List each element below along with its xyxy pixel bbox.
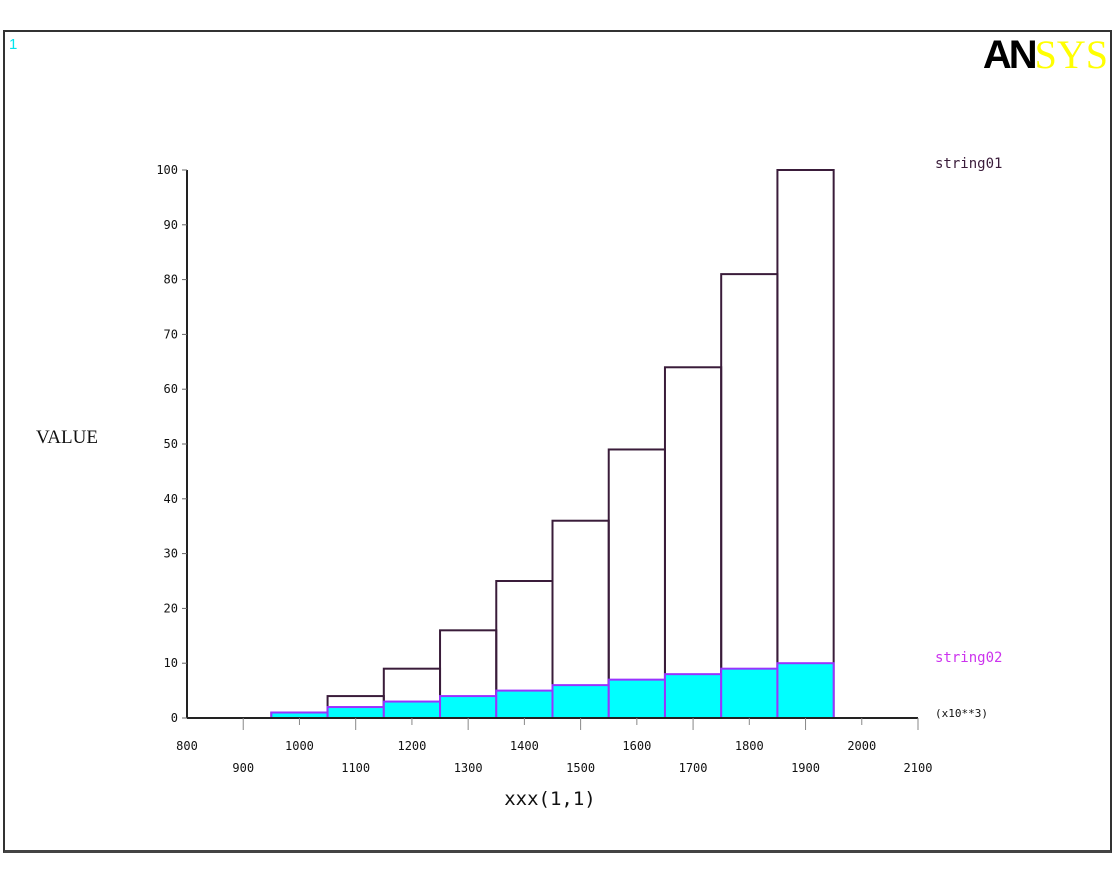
bar-string02 — [663, 673, 723, 719]
bar-string02 — [495, 689, 554, 719]
x-axis-label: xxx(1,1) — [504, 788, 596, 810]
x-tick-label: 1500 — [566, 761, 595, 775]
x-tick-label: 900 — [232, 761, 254, 775]
x-tick-label: 800 — [176, 739, 198, 753]
bar-string02 — [326, 706, 385, 719]
x-tick-label: 1400 — [510, 739, 539, 753]
y-tick-label: 80 — [164, 273, 178, 287]
x-tick-label: 1700 — [679, 761, 708, 775]
y-tick-label: 60 — [164, 382, 178, 396]
x-tick-label: 1200 — [397, 739, 426, 753]
bar-string01 — [663, 366, 723, 719]
x-tick-label: 1900 — [791, 761, 820, 775]
bar-string02 — [439, 695, 498, 720]
bar-string01 — [607, 448, 666, 719]
x-tick-label: 1600 — [622, 739, 651, 753]
y-tick-label: 40 — [164, 492, 178, 506]
y-tick-label: 90 — [164, 218, 178, 232]
y-tick-label: 50 — [164, 437, 178, 451]
x-tick-label: 1000 — [285, 739, 314, 753]
bar-string01 — [776, 169, 835, 719]
ansys-logo: ANSYS — [982, 32, 1108, 78]
bar-string02 — [551, 684, 610, 719]
y-tick-label: 30 — [164, 547, 178, 561]
x-tick-label: 1300 — [454, 761, 483, 775]
x-tick-label: 2100 — [904, 761, 933, 775]
y-tick-label: 20 — [164, 601, 178, 615]
y-tick-label: 10 — [164, 656, 178, 670]
window-number: 1 — [9, 36, 18, 53]
x-tick-label: 1100 — [341, 761, 370, 775]
x-tick-label: 1800 — [735, 739, 764, 753]
y-tick-label: 0 — [171, 711, 178, 725]
legend-string01: string01 — [935, 156, 1002, 172]
y-tick-label: 100 — [156, 163, 178, 177]
bar-string02 — [720, 667, 779, 719]
x-multiplier-label: (x10**3) — [935, 707, 988, 720]
bar-string02 — [607, 678, 666, 720]
x-tick-label: 2000 — [847, 739, 876, 753]
y-axis-label: VALUE — [36, 427, 98, 448]
bar-string01 — [720, 273, 779, 719]
bar-string02 — [776, 662, 835, 720]
y-tick-label: 70 — [164, 327, 178, 341]
bar-string02 — [382, 700, 442, 719]
legend-string02: string02 — [935, 650, 1002, 666]
graphics-window-frame — [3, 30, 1112, 853]
